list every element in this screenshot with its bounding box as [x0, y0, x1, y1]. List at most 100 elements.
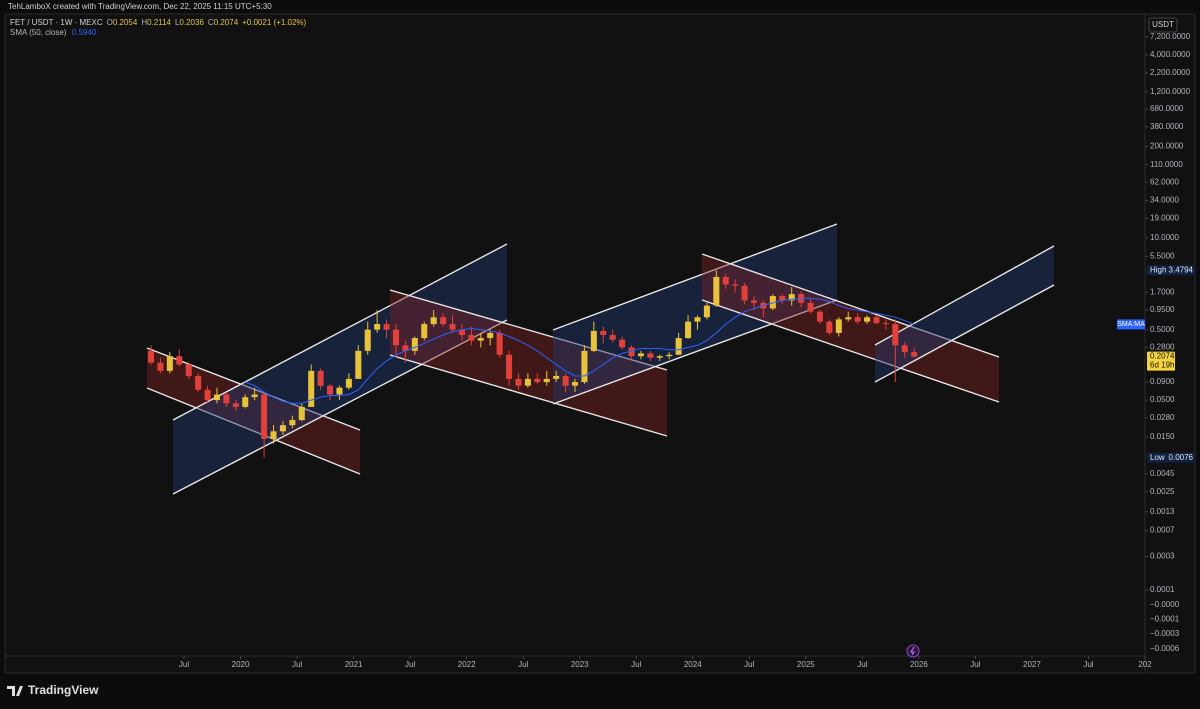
event-icon-bolt [910, 646, 915, 656]
last-price-box [1147, 351, 1175, 371]
candle-body [571, 382, 579, 386]
legend-field-value: 0.2036 [179, 18, 204, 27]
candle-body [430, 317, 437, 325]
x-tick-label: 2024 [684, 660, 702, 669]
candle-body [185, 364, 192, 376]
candle-body [195, 375, 202, 390]
candle-body [449, 324, 456, 330]
y-tick-label: 0.0007 [1150, 526, 1175, 535]
candle-body [336, 387, 343, 395]
candle-body [458, 329, 465, 335]
candle-body [166, 356, 173, 371]
candle-body [308, 370, 315, 407]
descending-channel [390, 290, 667, 436]
candle-body [223, 394, 230, 404]
candle-body [713, 276, 720, 306]
channel-line [172, 319, 508, 495]
candle-body [882, 323, 889, 325]
candle-body [524, 378, 531, 386]
candle-body [703, 305, 710, 318]
candle-body [468, 334, 475, 341]
candle-body [553, 375, 560, 379]
candle-body [722, 276, 729, 285]
y-tick-label: 0.5000 [1150, 325, 1175, 334]
candle-body [411, 338, 418, 351]
candle-body [609, 334, 616, 340]
candle-body [487, 332, 494, 339]
footer-brand: TradingView [28, 683, 99, 697]
channel-line [146, 347, 361, 431]
candle-body [816, 311, 823, 322]
currency-box[interactable] [1148, 17, 1178, 33]
y-tick-label: −0.0003 [1150, 629, 1180, 638]
y-tick-label: 680.0000 [1150, 104, 1184, 113]
currency[interactable]: USDT [1152, 20, 1174, 29]
y-tick-label: 4,000.0000 [1150, 50, 1191, 59]
candle-body [750, 300, 758, 303]
legend-change: +0.0021 (+1.02%) [242, 18, 306, 27]
x-tick-label: 2020 [232, 660, 250, 669]
legend-field-label: L [175, 18, 180, 27]
y-tick-label: 1.7000 [1150, 287, 1175, 296]
candle-body [345, 378, 352, 388]
candle-body [807, 302, 814, 312]
channel-line [874, 284, 1055, 383]
candle-body [477, 338, 484, 341]
y-tick-label: 19.0000 [1150, 214, 1179, 223]
y-tick-label: 0.2800 [1150, 343, 1175, 352]
y-tick-label: 34.0000 [1150, 196, 1179, 205]
channel-line [701, 299, 1000, 403]
ascending-channel [173, 244, 507, 494]
candle-body [327, 385, 334, 395]
y-tick-label: 0.0025 [1150, 487, 1175, 496]
y-tick-label: 7,200.0000 [1150, 32, 1191, 41]
channel-line [172, 243, 508, 421]
x-tick-label: Jul [405, 660, 415, 669]
candle-body [355, 350, 362, 379]
y-tick-label: −0.0006 [1150, 644, 1180, 653]
candle-body [543, 378, 550, 383]
x-tick-label: Jul [518, 660, 528, 669]
y-tick-label: −0.0001 [1150, 615, 1180, 624]
sma-line [245, 297, 915, 404]
candle-body [581, 350, 588, 383]
candle-body [675, 338, 682, 355]
candle-body [835, 319, 842, 333]
candle-body [901, 345, 908, 353]
header: TehLamboX created with TradingView.com, … [8, 2, 272, 11]
y-tick-label: 0.0045 [1150, 469, 1175, 478]
candle-body [506, 354, 513, 379]
legend-symbol: FET / USDT · 1W · MEXC [10, 18, 103, 27]
candle-body [534, 378, 541, 383]
price-label-name: Low [1150, 453, 1165, 462]
candle-body [845, 317, 852, 320]
plot [148, 270, 918, 458]
x-tick-label: 2026 [910, 660, 928, 669]
candle-body [562, 375, 569, 386]
event-icon[interactable] [906, 644, 920, 658]
channel-line [874, 245, 1055, 346]
y-tick-label: 0.0500 [1150, 395, 1175, 404]
chart-pane [4, 13, 1196, 674]
y-tick-label: 2,200.0000 [1150, 68, 1191, 77]
candle-body [176, 356, 183, 365]
candle-body [769, 296, 776, 309]
channel-line [389, 289, 668, 371]
candle-body [666, 354, 673, 357]
candle-body [911, 352, 918, 357]
candle-body [251, 394, 258, 398]
candle-body [779, 296, 786, 301]
y-tick-label: 0.0150 [1150, 432, 1175, 441]
candle-body [289, 420, 296, 426]
candle-body [317, 370, 324, 386]
candle-body [854, 317, 861, 322]
candle-body [383, 324, 390, 330]
channel-line [552, 223, 838, 331]
legend-indicator: SMA (50, close) 0.5940 [10, 28, 97, 37]
y-tick-label: −0.0000 [1150, 600, 1180, 609]
y-tick-label: 62.0000 [1150, 177, 1179, 186]
y-tick-label: 110.0000 [1150, 160, 1183, 169]
candle-body [788, 294, 795, 301]
y-tick-label: 0.0001 [1150, 585, 1175, 594]
